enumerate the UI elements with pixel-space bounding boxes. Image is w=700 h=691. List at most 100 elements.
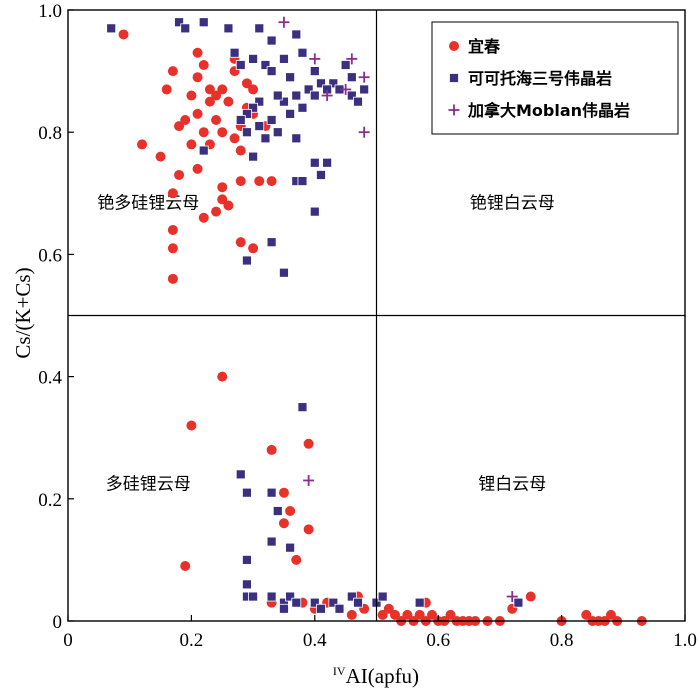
data-point-circle (525, 591, 536, 602)
data-point-circle (605, 609, 616, 620)
data-point-square (229, 47, 240, 58)
data-point-square (309, 206, 320, 217)
data-point-circle (346, 609, 357, 620)
data-point-square (285, 108, 296, 119)
legend-marker-plus (448, 104, 460, 116)
data-point-circle (254, 176, 265, 187)
y-axis-title: Cs/(K+Cs) (11, 267, 35, 358)
legend-label: 可可托海三号伟晶岩 (468, 69, 612, 88)
data-point-square (328, 597, 339, 608)
y-tick-label: 0 (53, 612, 63, 633)
data-point-circle (192, 72, 203, 83)
data-point-circle (248, 84, 259, 95)
data-point-circle (186, 139, 197, 150)
data-point-square (198, 145, 209, 156)
y-tick-label: 0.8 (38, 123, 62, 144)
data-point-square (346, 90, 357, 101)
data-point-square (266, 115, 277, 125)
data-point-square (291, 597, 302, 608)
y-tick-label: 0.6 (38, 245, 62, 266)
data-point-square (242, 579, 252, 590)
x-tick-label: 0.2 (180, 630, 204, 651)
data-point-circle (137, 139, 148, 150)
data-point-square (180, 23, 191, 34)
data-point-square (242, 127, 252, 138)
data-point-circle (223, 96, 234, 107)
data-point-square (279, 96, 289, 107)
data-point-circle (198, 127, 209, 138)
data-point-circle (248, 243, 259, 254)
data-point-square (297, 47, 308, 58)
data-point-circle (266, 176, 277, 187)
x-tick-label: 0.8 (550, 630, 574, 651)
data-point-square (272, 506, 283, 516)
data-point-square (346, 591, 357, 602)
data-point-square (266, 536, 277, 547)
data-point-square (223, 23, 234, 34)
data-point-circle (155, 151, 166, 162)
data-point-square (377, 591, 388, 602)
data-point-circle (278, 518, 289, 529)
axis-labels: Cs/(K+Cs) IVAI(apfu) (11, 267, 419, 688)
data-point-circle (204, 84, 215, 95)
x-tick-label: 0.6 (426, 630, 450, 651)
data-point-circle (186, 90, 197, 101)
data-point-circle (211, 114, 222, 125)
data-point-square (272, 127, 283, 138)
data-point-circle (217, 84, 228, 95)
data-point-square (279, 267, 289, 278)
data-point-square (235, 115, 246, 125)
data-point-circle (229, 133, 240, 144)
series-circle (118, 29, 647, 626)
data-point-square (279, 603, 289, 614)
data-point-square (266, 66, 277, 76)
data-point-square (254, 96, 265, 107)
data-point-square (235, 469, 246, 480)
region-label: 多硅锂云母 (106, 475, 191, 495)
data-point-circle (167, 66, 178, 77)
data-point-circle (198, 212, 209, 223)
data-point-circle (167, 188, 178, 199)
data-point-circle (217, 371, 228, 382)
data-point-circle (167, 273, 178, 284)
data-point-circle (235, 145, 246, 156)
data-point-circle (217, 182, 228, 193)
data-point-circle (118, 29, 129, 40)
series-square (106, 17, 524, 614)
y-tick-label: 0.2 (38, 490, 62, 511)
data-point-circle (211, 206, 222, 217)
legend-box (431, 21, 679, 135)
data-point-square (353, 597, 363, 608)
data-point-square (198, 17, 209, 28)
data-point-square (242, 487, 252, 498)
data-point-circle (445, 609, 456, 620)
data-point-square (285, 591, 296, 602)
data-point-circle (223, 200, 234, 211)
data-point-square (346, 72, 357, 83)
data-point-square (291, 90, 302, 101)
data-point-square (235, 60, 246, 70)
data-point-square (303, 84, 314, 95)
data-point-circle (303, 438, 314, 449)
data-point-circle (217, 194, 228, 205)
data-point-square (340, 60, 351, 70)
data-point-circle (186, 420, 197, 431)
data-point-square (297, 176, 308, 186)
data-point-square (297, 102, 308, 113)
data-point-square (316, 78, 326, 89)
data-point-circle (235, 176, 246, 187)
data-point-square (316, 170, 326, 180)
data-point-square (260, 60, 271, 70)
data-point-circle (217, 127, 228, 138)
legend-marker-square (449, 73, 459, 83)
data-point-circle (167, 224, 178, 235)
data-point-square (285, 542, 296, 553)
data-point-plus (309, 53, 321, 65)
x-tick-label: 1.0 (673, 630, 697, 651)
data-point-square (248, 151, 259, 162)
data-point-circle (402, 609, 413, 620)
data-point-circle (278, 487, 289, 498)
data-point-circle (291, 554, 302, 565)
data-point-plus (506, 591, 518, 603)
